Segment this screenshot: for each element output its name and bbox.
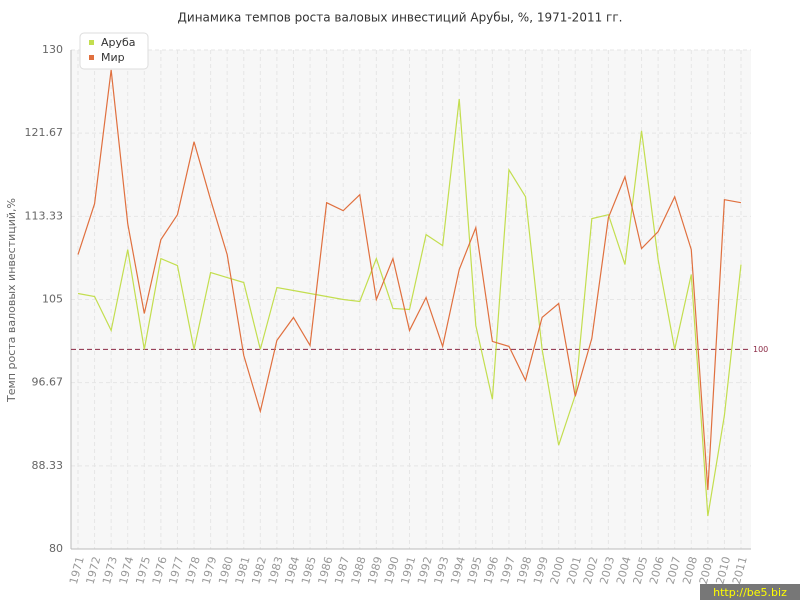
watermark: http://be5.biz xyxy=(713,586,787,599)
y-tick-label: 105 xyxy=(42,293,63,306)
legend-swatch xyxy=(89,40,94,45)
y-tick-label: 80 xyxy=(49,542,63,555)
y-axis-label: Темп роста валовых инвестиций,% xyxy=(5,198,18,403)
x-tick-label: 2011 xyxy=(730,555,750,585)
y-tick-label: 113.33 xyxy=(25,209,64,222)
y-tick-label: 88.33 xyxy=(32,459,64,472)
data-line xyxy=(77,69,742,491)
chart-title: Динамика темпов роста валовых инвестиций… xyxy=(178,11,623,25)
y-tick-label: 96.67 xyxy=(32,376,64,389)
legend-box xyxy=(79,32,149,70)
y-tick-label: 121.67 xyxy=(25,126,64,139)
watermark-bg xyxy=(700,584,800,600)
legend-swatch xyxy=(89,55,94,60)
legend-label: Аруба xyxy=(101,36,136,49)
reference-label: 100 xyxy=(753,345,768,354)
y-tick-label: 130 xyxy=(42,43,63,56)
data-line xyxy=(77,98,742,517)
legend-label: Мир xyxy=(101,51,125,64)
